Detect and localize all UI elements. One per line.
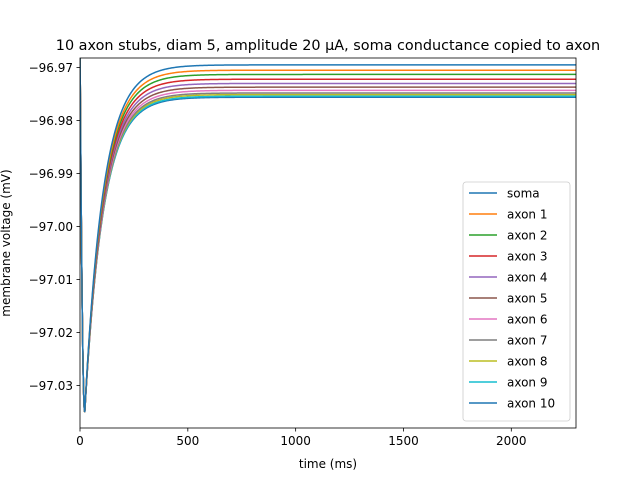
y-tick-label: −97.00 [29, 220, 73, 234]
legend-label: axon 2 [507, 228, 547, 242]
legend-entry: axon 7 [469, 333, 547, 347]
x-axis-label: time (ms) [299, 457, 357, 471]
series-line-axon-3 [80, 58, 576, 413]
series-line-axon-1 [80, 58, 576, 413]
legend-entry: axon 3 [469, 249, 547, 263]
legend: soma axon 1 axon 2 axon 3 axon 4 axon 5 axon 6… [462, 181, 571, 422]
legend-label: axon 1 [507, 207, 547, 221]
legend-label: axon 5 [507, 291, 547, 305]
plot-area [79, 57, 577, 429]
chart-title: 10 axon stubs, diam 5, amplitude 20 µA, … [56, 38, 600, 54]
legend-entry: axon 4 [469, 270, 547, 284]
y-tick-label: −97.02 [29, 326, 73, 340]
legend-entry: axon 8 [469, 354, 547, 368]
y-tick-label: −97.03 [29, 379, 73, 393]
x-axis: 0 500 1000 1500 2000 [76, 428, 527, 448]
legend-entry: axon 9 [469, 375, 547, 389]
legend-label: axon 9 [507, 375, 547, 389]
x-tick-label: 1500 [388, 434, 419, 448]
legend-label: axon 10 [507, 396, 555, 410]
x-tick-label: 500 [176, 434, 199, 448]
x-tick-label: 2000 [496, 434, 527, 448]
legend-label: axon 6 [507, 312, 547, 326]
legend-entry: axon 10 [469, 396, 555, 410]
x-tick-label: 1000 [280, 434, 311, 448]
x-tick-label: 0 [76, 434, 84, 448]
series-group [80, 58, 576, 413]
series-line-axon-4 [80, 58, 576, 413]
y-tick-label: −96.98 [29, 114, 73, 128]
legend-label: axon 3 [507, 249, 547, 263]
y-axis-label: membrane voltage (mV) [0, 169, 13, 316]
series-line-axon-6 [80, 58, 576, 413]
legend-label: axon 4 [507, 270, 547, 284]
legend-label: axon 8 [507, 354, 547, 368]
y-axis: −97.03 −97.02 −97.01 −97.00 −96.99 −96.98 −96.… [29, 61, 80, 393]
legend-entry: axon 1 [469, 207, 547, 221]
legend-entry: soma [469, 186, 540, 200]
legend-label: soma [507, 186, 540, 200]
y-tick-label: −96.97 [29, 61, 73, 75]
y-tick-label: −97.01 [29, 273, 73, 287]
series-line-axon-5 [80, 58, 576, 413]
legend-label: axon 7 [507, 333, 547, 347]
plot-frame [79, 57, 577, 429]
legend-entry: axon 6 [469, 312, 547, 326]
legend-entry: axon 2 [469, 228, 547, 242]
y-tick-label: −96.99 [29, 167, 73, 181]
series-line-axon-2 [80, 58, 576, 413]
legend-entry: axon 5 [469, 291, 547, 305]
series-line-axon-7 [80, 58, 576, 413]
series-line-soma [80, 58, 576, 413]
